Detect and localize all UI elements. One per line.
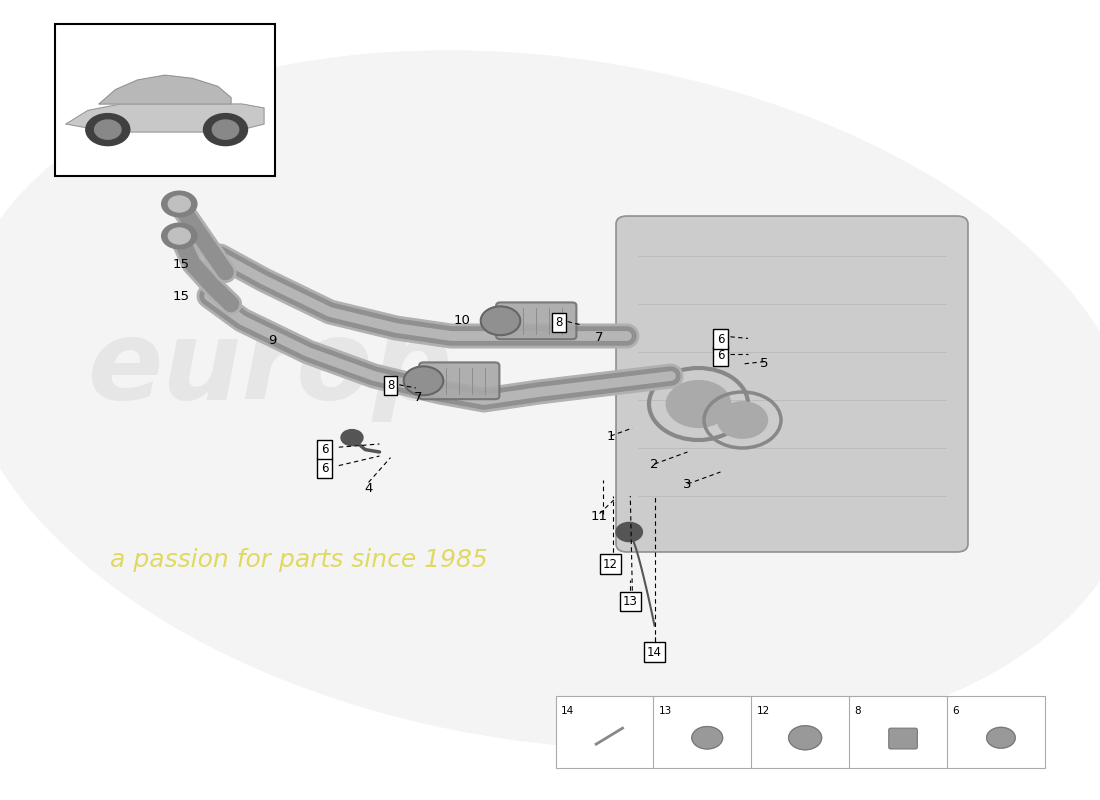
Text: 6: 6	[953, 706, 959, 715]
FancyBboxPatch shape	[556, 696, 1045, 768]
Text: 11: 11	[591, 510, 608, 522]
Text: europ: europ	[88, 314, 453, 422]
Text: 6: 6	[321, 462, 328, 474]
Circle shape	[481, 306, 520, 335]
Text: 15: 15	[173, 258, 190, 270]
Text: 2: 2	[650, 458, 659, 470]
Text: 7: 7	[595, 331, 604, 344]
FancyBboxPatch shape	[889, 728, 917, 749]
FancyBboxPatch shape	[419, 362, 499, 399]
Text: 8: 8	[387, 379, 394, 392]
Text: 9: 9	[268, 334, 277, 346]
Text: 3: 3	[683, 478, 692, 490]
Text: 13: 13	[659, 706, 672, 715]
Circle shape	[667, 381, 730, 427]
Text: 14: 14	[647, 646, 662, 658]
Circle shape	[692, 726, 723, 749]
Polygon shape	[66, 104, 264, 132]
FancyBboxPatch shape	[616, 216, 968, 552]
Circle shape	[95, 120, 121, 139]
Ellipse shape	[0, 50, 1100, 750]
Circle shape	[404, 366, 443, 395]
Text: 5: 5	[760, 358, 769, 370]
Text: a passion for parts since 1985: a passion for parts since 1985	[110, 548, 487, 572]
Circle shape	[616, 522, 642, 542]
Circle shape	[341, 430, 363, 446]
Text: 8: 8	[556, 316, 562, 329]
Text: 4: 4	[364, 482, 373, 494]
Text: 8: 8	[855, 706, 861, 715]
Text: 10: 10	[453, 314, 471, 326]
Text: 6: 6	[321, 443, 328, 456]
Circle shape	[162, 223, 197, 249]
Text: 15: 15	[173, 290, 190, 302]
Text: 6: 6	[717, 333, 724, 346]
Text: 1: 1	[606, 430, 615, 442]
Circle shape	[212, 120, 239, 139]
Circle shape	[789, 726, 822, 750]
Circle shape	[168, 196, 190, 212]
Text: 12: 12	[757, 706, 770, 715]
Text: 13: 13	[623, 595, 638, 608]
Circle shape	[86, 114, 130, 146]
Circle shape	[168, 228, 190, 244]
Text: 7: 7	[414, 391, 422, 404]
Circle shape	[717, 402, 768, 438]
FancyBboxPatch shape	[496, 302, 576, 339]
FancyBboxPatch shape	[55, 24, 275, 176]
Circle shape	[987, 727, 1015, 748]
Circle shape	[204, 114, 248, 146]
Polygon shape	[99, 75, 231, 104]
Circle shape	[162, 191, 197, 217]
Text: 6: 6	[717, 350, 724, 362]
Text: 14: 14	[561, 706, 574, 715]
Text: 12: 12	[603, 558, 618, 570]
